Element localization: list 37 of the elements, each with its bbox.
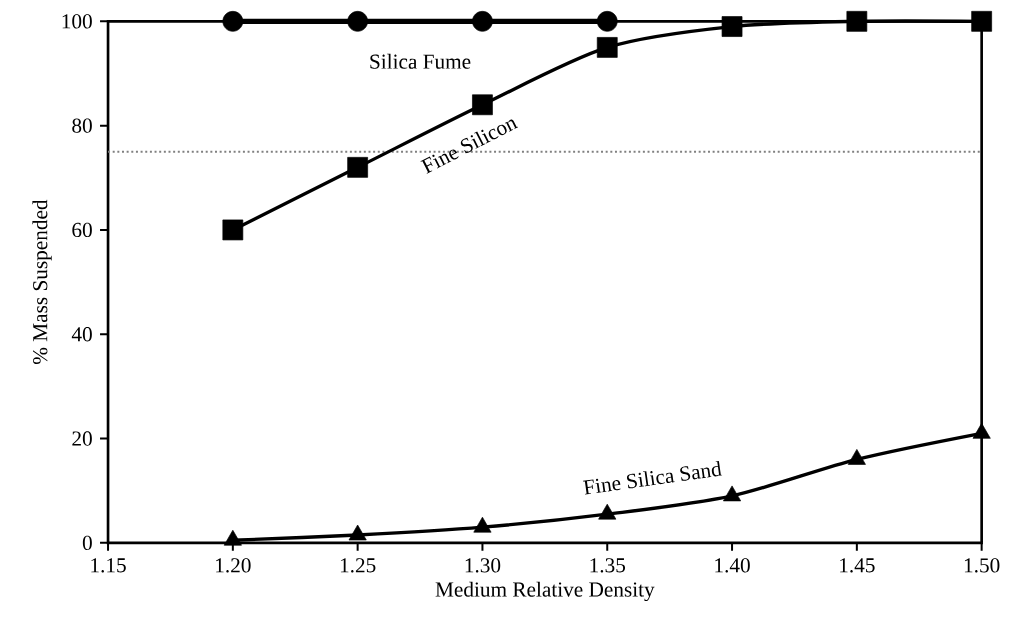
x-tick-label: 1.45 (840, 558, 875, 573)
point (846, 11, 868, 32)
y-tick-label: 100 (62, 14, 92, 29)
point (723, 485, 742, 502)
point (347, 11, 368, 32)
point (596, 37, 618, 58)
y-tick-label: 80 (72, 118, 92, 134)
x-tick-label: 1.40 (715, 558, 750, 573)
y-tick-label: 20 (72, 431, 92, 446)
text: Fine Silicon (420, 119, 519, 174)
point (472, 94, 493, 116)
point (972, 423, 991, 439)
y-tick-label: 0 (82, 535, 92, 551)
x-tick-label: 1.25 (340, 558, 376, 573)
x-tick-label: 1.30 (465, 558, 501, 573)
text: Fine Silica Sand (583, 461, 723, 495)
x-tick-label: 1.35 (590, 558, 626, 573)
point (347, 157, 368, 178)
point (223, 530, 242, 546)
x-tick-label: 1.50 (964, 558, 1000, 573)
y-axis-title: % Mass Suspended (32, 199, 52, 365)
x-tick-label: 1.20 (216, 558, 251, 573)
x-axis-title: Medium Relative Density (435, 581, 655, 602)
point (596, 11, 618, 32)
point (721, 16, 743, 38)
y-tick-label: 60 (72, 223, 92, 238)
point (348, 524, 367, 541)
point (222, 11, 244, 32)
point (598, 504, 617, 520)
point (971, 11, 992, 32)
point (222, 219, 244, 241)
point (847, 449, 866, 465)
point (473, 517, 492, 533)
point (472, 11, 493, 32)
x-tick-label: 1.15 (91, 558, 126, 573)
y-tick-label: 40 (71, 327, 92, 342)
series-label: Silica Fume (370, 54, 471, 70)
